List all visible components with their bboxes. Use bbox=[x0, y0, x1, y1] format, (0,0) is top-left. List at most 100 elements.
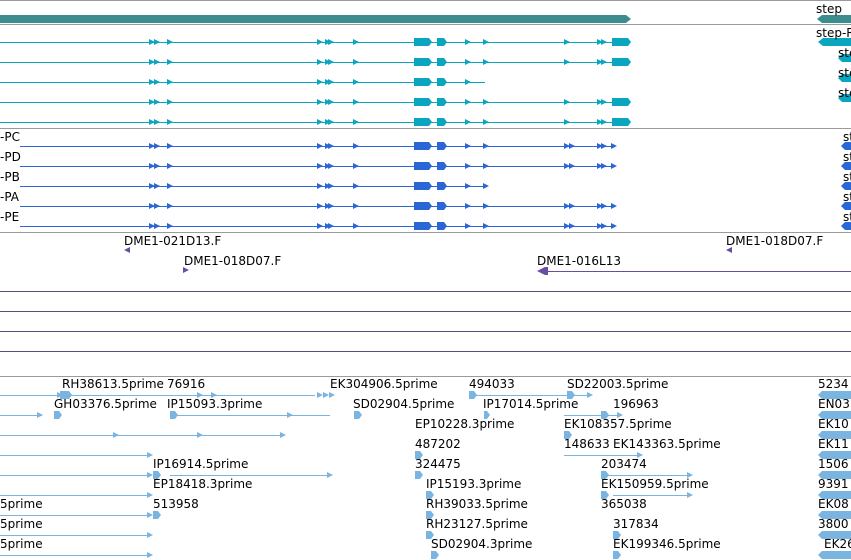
transcript-label-right[interactable]: st bbox=[843, 150, 851, 164]
transcript-label-pc[interactable]: -PC bbox=[0, 130, 20, 144]
est-label[interactable]: 494033 bbox=[469, 377, 515, 391]
transcript-label-pb[interactable]: -PB bbox=[0, 170, 20, 184]
exon-arrow bbox=[353, 79, 359, 85]
exon-arrow bbox=[317, 143, 323, 149]
est-label[interactable]: EK11 bbox=[818, 437, 849, 451]
est-label[interactable]: EP18418.3prime bbox=[153, 477, 253, 491]
est-label[interactable]: EK10 bbox=[818, 417, 849, 431]
est-block bbox=[484, 411, 490, 419]
mrna-label[interactable]: ste bbox=[838, 66, 851, 80]
mrna-label[interactable]: ste bbox=[838, 86, 851, 100]
est-label[interactable]: GH03376.5prime bbox=[54, 397, 157, 411]
est-label[interactable]: 513958 bbox=[153, 497, 199, 511]
est-label[interactable]: IP15093.3prime bbox=[167, 397, 263, 411]
est-label[interactable]: RH39033.5prime bbox=[426, 497, 528, 511]
transcript-label-right[interactable]: st bbox=[843, 210, 851, 224]
est-label[interactable]: IP16914.5prime bbox=[153, 457, 249, 471]
transcript-label-pe[interactable]: -PE bbox=[0, 210, 20, 224]
mrna-label[interactable]: ste bbox=[838, 46, 851, 60]
transcript-label-right[interactable]: st bbox=[843, 170, 851, 184]
exon-arrow bbox=[328, 79, 334, 85]
transcript-label-pd[interactable]: -PD bbox=[0, 150, 21, 164]
exon-arrow bbox=[483, 143, 489, 149]
est-block bbox=[426, 491, 434, 499]
est-label[interactable]: RH38613.5prime bbox=[62, 377, 164, 391]
est-label[interactable]: 5prime bbox=[0, 517, 43, 531]
est-label[interactable]: EK143363.5prime bbox=[613, 437, 721, 451]
clone-label[interactable]: DME1-016L13 bbox=[537, 254, 621, 268]
clone-label[interactable]: DME1-018D07.F bbox=[726, 234, 824, 248]
exon-arrow bbox=[167, 59, 173, 65]
gene-label-step[interactable]: step bbox=[816, 2, 842, 16]
est-label[interactable]: 5234 bbox=[818, 377, 849, 391]
est-label[interactable]: 324475 bbox=[415, 457, 461, 471]
est-arrow bbox=[147, 492, 153, 498]
est-label[interactable]: 203474 bbox=[601, 457, 647, 471]
exon-block bbox=[841, 202, 851, 210]
est-block bbox=[431, 551, 439, 559]
exon-block bbox=[841, 222, 851, 230]
exon-arrow bbox=[154, 99, 160, 105]
est-label[interactable]: SD02904.5prime bbox=[353, 397, 455, 411]
est-label[interactable]: EK108357.5prime bbox=[564, 417, 672, 431]
est-label[interactable]: IP17014.5prime bbox=[483, 397, 579, 411]
est-label[interactable]: 76916 bbox=[167, 377, 206, 391]
exon-arrow bbox=[483, 39, 489, 45]
clone-label[interactable]: DME1-021D13.F bbox=[124, 234, 222, 248]
est-label[interactable]: EK304906.5prime bbox=[330, 377, 438, 391]
transcript-label-pa[interactable]: -PA bbox=[0, 190, 20, 204]
clone-end-marker bbox=[537, 267, 548, 275]
est-label[interactable]: 196963 bbox=[613, 397, 659, 411]
est-label[interactable]: 487202 bbox=[415, 437, 461, 451]
est-label[interactable]: 5prime bbox=[0, 497, 43, 511]
est-arrow bbox=[687, 472, 693, 478]
est-label[interactable]: EP10228.3prime bbox=[415, 417, 515, 431]
transcript-label-right[interactable]: st bbox=[843, 190, 851, 204]
est-label[interactable]: EK150959.5prime bbox=[601, 477, 709, 491]
exon-block bbox=[437, 58, 447, 66]
est-label[interactable]: SD22003.5prime bbox=[567, 377, 669, 391]
exon-arrow bbox=[317, 59, 323, 65]
exon-arrow bbox=[149, 119, 155, 125]
exon-arrow bbox=[353, 39, 359, 45]
est-arrow bbox=[329, 392, 335, 398]
est-label[interactable]: 365038 bbox=[601, 497, 647, 511]
exon-block bbox=[838, 54, 851, 62]
est-label[interactable]: SD02904.3prime bbox=[431, 537, 533, 551]
est-label[interactable]: 3800 bbox=[818, 517, 849, 531]
est-label[interactable]: EK199346.5prime bbox=[613, 537, 721, 551]
est-label[interactable]: 317834 bbox=[613, 517, 659, 531]
transcript-label-right[interactable]: st bbox=[843, 130, 851, 144]
est-label[interactable]: 5prime bbox=[0, 537, 43, 551]
exon-arrow bbox=[149, 163, 155, 169]
mrna-label[interactable]: step-R bbox=[816, 26, 851, 40]
exon-arrow bbox=[317, 79, 323, 85]
exon-arrow bbox=[601, 143, 607, 149]
exon-block bbox=[612, 38, 631, 46]
est-block bbox=[601, 491, 609, 499]
est-arrow bbox=[637, 452, 643, 458]
est-label[interactable]: RH23127.5prime bbox=[426, 517, 528, 531]
est-label[interactable]: EK26 bbox=[824, 537, 851, 551]
exon-arrow bbox=[597, 119, 603, 125]
clone-label[interactable]: DME1-018D07.F bbox=[184, 254, 282, 268]
exon-block bbox=[414, 162, 432, 170]
est-label[interactable]: EN03 bbox=[818, 397, 850, 411]
exon-arrow bbox=[597, 223, 603, 229]
est-block bbox=[354, 411, 362, 419]
exon-arrow bbox=[154, 163, 160, 169]
est-label[interactable]: 148633 bbox=[564, 437, 610, 451]
est-arrow bbox=[211, 392, 217, 398]
est-block bbox=[601, 471, 609, 479]
exon-arrow bbox=[328, 119, 334, 125]
est-label[interactable]: 1506 bbox=[818, 457, 849, 471]
exon-arrow bbox=[569, 143, 575, 149]
est-label[interactable]: EK08 bbox=[818, 497, 849, 511]
exon-block bbox=[437, 142, 447, 150]
est-label[interactable]: IP15193.3prime bbox=[426, 477, 522, 491]
exon-arrow bbox=[601, 203, 607, 209]
est-block bbox=[818, 391, 851, 399]
est-label[interactable]: 9391 bbox=[818, 477, 849, 491]
exon-arrow bbox=[149, 143, 155, 149]
